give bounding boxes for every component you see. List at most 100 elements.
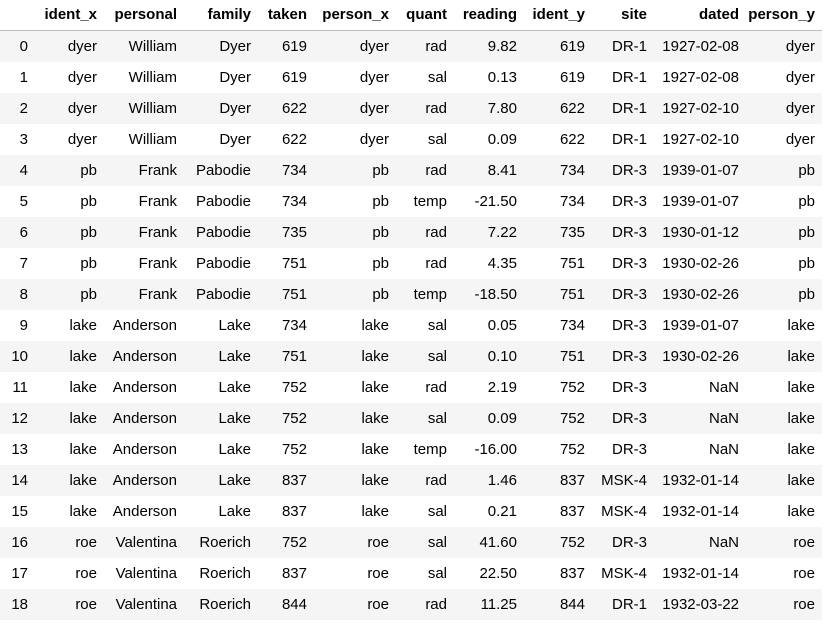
cell-personal: Anderson [112,472,177,489]
cell-reading: 0.05 [487,317,517,334]
cell-quant: sal [427,565,447,582]
cell-ident-x: lake [69,441,97,458]
cell-reading: 0.10 [487,348,517,365]
cell-ident-x: roe [75,596,97,613]
cell-quant: rad [425,472,447,489]
cell-site: DR-3 [611,348,647,365]
column-header-quant: quant [396,0,454,31]
cell-reading: 0.21 [487,503,517,520]
cell-family: Lake [218,472,251,489]
cell-ident-x: roe [75,565,97,582]
cell-ident-y: 751 [559,286,585,303]
cell-dated: 1930-02-26 [662,286,739,303]
cell-dated: NaN [708,441,739,458]
cell-taken: 622 [281,100,307,117]
cell-person-y: lake [787,348,815,365]
cell-person-y: dyer [785,38,815,55]
cell-taken: 751 [281,255,307,272]
cell-site: DR-3 [611,193,647,210]
cell-personal: Anderson [112,503,177,520]
cell-reading: 0.13 [487,69,517,86]
table-row: 0 dyer William Dyer 619 dyer rad 9.82 619 DR-1 192… [0,30,822,62]
table-body: 0 dyer William Dyer 619 dyer rad 9.82 619 DR-1 192… [0,30,822,620]
cell-personal: Frank [138,255,177,272]
cell-ident-x: pb [80,193,97,210]
cell-taken: 837 [281,503,307,520]
cell-site: DR-3 [611,317,647,334]
cell-personal: Frank [138,286,177,303]
cell-personal: Valentina [115,565,177,582]
cell-reading: 1.46 [487,472,517,489]
cell-personal: William [128,69,177,86]
cell-ident-y: 751 [559,348,585,365]
cell-reading: 0.09 [487,410,517,427]
cell-ident-y: 734 [559,317,585,334]
cell-family: Lake [218,410,251,427]
cell-ident-x: dyer [67,131,97,148]
cell-site: DR-3 [611,286,647,303]
cell-quant: temp [413,193,447,210]
cell-ident-x: roe [75,534,97,551]
cell-personal: William [128,38,177,55]
cell-quant: temp [413,286,447,303]
cell-family: Roerich [199,596,251,613]
column-header-taken: taken [258,0,314,31]
cell-person-y: pb [798,286,815,303]
cell-person-x: lake [361,472,389,489]
cell-ident-y: 837 [559,565,585,582]
cell-site: DR-3 [611,379,647,396]
cell-reading: 9.82 [487,38,517,55]
cell-person-y: pb [798,162,815,179]
cell-quant: rad [425,379,447,396]
cell-personal: Valentina [115,596,177,613]
cell-reading: -18.50 [474,286,517,303]
cell-person-y: lake [787,441,815,458]
column-header-ident-y: ident_y [524,0,592,31]
cell-reading: -21.50 [474,193,517,210]
cell-taken: 619 [281,69,307,86]
cell-taken: 837 [281,565,307,582]
table-row: 14 lake Anderson Lake 837 lake rad 1.46 837 MSK-4… [0,465,822,496]
cell-site: MSK-4 [601,472,647,489]
cell-ident-y: 844 [559,596,585,613]
cell-person-y: lake [787,472,815,489]
row-index: 14 [11,472,28,489]
cell-family: Pabodie [195,224,251,241]
cell-taken: 619 [281,38,307,55]
cell-quant: sal [427,503,447,520]
cell-taken: 734 [281,317,307,334]
cell-ident-x: pb [80,162,97,179]
cell-personal: William [128,100,177,117]
cell-reading: 41.60 [479,534,517,551]
cell-family: Lake [218,503,251,520]
column-header-person-x: person_x [314,0,396,31]
cell-person-x: pb [372,162,389,179]
table-row: 15 lake Anderson Lake 837 lake sal 0.21 837 MSK-4… [0,496,822,527]
row-index: 1 [19,69,28,86]
row-index: 16 [11,534,28,551]
cell-person-x: roe [367,565,389,582]
cell-quant: rad [425,596,447,613]
column-header-personal: personal [104,0,184,31]
cell-person-y: roe [793,596,815,613]
cell-person-x: pb [372,224,389,241]
cell-quant: rad [425,162,447,179]
table-row: 10 lake Anderson Lake 751 lake sal 0.10 751 DR-3 1… [0,341,822,372]
cell-taken: 752 [281,379,307,396]
cell-dated: 1932-01-14 [662,503,739,520]
cell-site: MSK-4 [601,503,647,520]
cell-ident-y: 837 [559,472,585,489]
cell-dated: 1927-02-08 [662,38,739,55]
cell-ident-y: 619 [559,38,585,55]
column-header-family: family [184,0,258,31]
cell-ident-y: 735 [559,224,585,241]
cell-family: Lake [218,348,251,365]
cell-reading: 7.80 [487,100,517,117]
table-row: 13 lake Anderson Lake 752 lake temp -16.00 752 DR… [0,434,822,465]
cell-family: Lake [218,317,251,334]
cell-ident-y: 837 [559,503,585,520]
column-header-dated: dated [654,0,746,31]
cell-reading: 0.09 [487,131,517,148]
row-index: 0 [19,38,28,55]
cell-ident-x: lake [69,317,97,334]
